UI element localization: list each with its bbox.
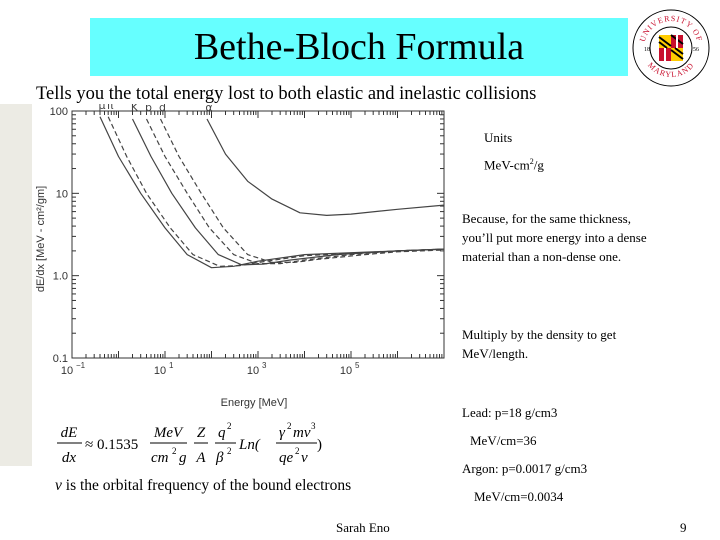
slide-title: Bethe-Bloch Formula xyxy=(193,26,525,68)
formula-gamma-exponent: 2 xyxy=(287,421,292,431)
formula-qe: qe xyxy=(279,450,294,466)
page-number: 9 xyxy=(680,520,687,535)
y-axis-label: dE/dx [MeV - cm²/gm] xyxy=(35,186,47,292)
multiply-note: Multiply by the density to get MeV/lengt… xyxy=(462,327,617,361)
formula-a: A xyxy=(195,450,206,466)
series-label: K xyxy=(131,104,139,114)
orbital-symbol: v xyxy=(55,477,62,494)
x-tick-label: 10 xyxy=(154,365,166,377)
y-tick-label: 10 xyxy=(56,188,68,200)
formula-mv: mv xyxy=(293,425,311,441)
y-tick-label: 0.1 xyxy=(53,353,68,365)
x-tick-exponent: 3 xyxy=(262,361,267,370)
series-line xyxy=(206,118,445,217)
title-banner: Bethe-Bloch Formula xyxy=(90,18,628,76)
y-tick-label: 100 xyxy=(50,106,68,118)
formula-ln: Ln( xyxy=(238,437,261,453)
formula-g: g xyxy=(179,450,187,466)
lead-mev-line: MeV/cm=36 xyxy=(470,433,537,448)
formula-q: q xyxy=(218,425,226,441)
formula-v: v xyxy=(301,450,308,466)
units-value-denominator: /g xyxy=(533,157,544,173)
orbital-text: is the orbital frequency of the bound el… xyxy=(61,477,352,494)
series-label: d xyxy=(159,104,166,114)
x-axis-label: Energy [MeV] xyxy=(221,397,288,409)
units-label: Units xyxy=(484,130,513,145)
units-value: MeV-cm2/g xyxy=(484,152,544,174)
series-label: π xyxy=(107,104,114,112)
density-note: Because, for the same thickness, you’ll … xyxy=(462,211,647,264)
x-tick-exponent: 1 xyxy=(169,361,174,370)
axis-ticks xyxy=(71,111,444,359)
x-tick-label: 10 xyxy=(61,365,73,377)
university-seal-logo: UNIVERSITY OF MARYLAND 18 56 xyxy=(632,9,710,87)
footer-author: Sarah Eno xyxy=(336,520,390,535)
formula-v-exponent: 3 xyxy=(311,421,316,431)
formula-approx: ≈ xyxy=(85,437,93,453)
series-label: α xyxy=(205,104,212,114)
argon-density-line: Argon: p=0.0017 g/cm3 xyxy=(462,461,588,476)
formula-cm-exponent: 2 xyxy=(172,446,177,456)
orbital-frequency-note: v is the orbital frequency of the bound … xyxy=(55,477,351,495)
formula-dx: dx xyxy=(62,450,77,466)
series-group xyxy=(99,116,445,269)
formula-dE: dE xyxy=(61,425,78,441)
formula-q-exponent: 2 xyxy=(227,421,232,431)
logo-year-right: 56 xyxy=(693,47,699,53)
formula-close-paren: ) xyxy=(317,437,322,453)
maryland-flag-emblem xyxy=(658,34,684,61)
series-line xyxy=(131,118,445,266)
bethe-bloch-formula: dE dx ≈ 0.1535 MeV cm 2 g Z A q 2 β 2 Ln… xyxy=(57,421,322,466)
y-tick-label: 1.0 xyxy=(53,271,68,283)
formula-beta-exponent: 2 xyxy=(227,446,232,456)
formula-e-exponent: 2 xyxy=(295,446,300,456)
x-tick-label: 10 xyxy=(340,365,352,377)
scan-margin xyxy=(0,104,32,466)
x-tick-exponent: −1 xyxy=(76,361,86,370)
x-tick-exponent: 5 xyxy=(355,361,360,370)
series-label: p xyxy=(145,104,152,114)
series-line xyxy=(145,118,445,265)
units-value-main: MeV-cm xyxy=(484,157,530,173)
series-line xyxy=(99,116,445,269)
slide-subtitle: Tells you the total energy lost to both … xyxy=(36,84,537,104)
formula-gamma: γ xyxy=(279,425,286,441)
logo-year-left: 18 xyxy=(644,47,650,53)
argon-mev-line: MeV/cm=0.0034 xyxy=(474,489,564,504)
formula-z: Z xyxy=(197,425,206,441)
lead-density-line: Lead: p=18 g/cm3 xyxy=(462,405,558,420)
series-label: μ xyxy=(98,104,105,112)
formula-mev: MeV xyxy=(153,425,184,441)
units-value-superscript: 2 xyxy=(529,157,534,166)
x-tick-label: 10 xyxy=(247,365,259,377)
formula-cm: cm xyxy=(151,450,169,466)
formula-coefficient: 0.1535 xyxy=(97,437,138,453)
series-line xyxy=(159,118,445,263)
series-line xyxy=(107,116,445,267)
formula-beta: β xyxy=(215,450,224,466)
